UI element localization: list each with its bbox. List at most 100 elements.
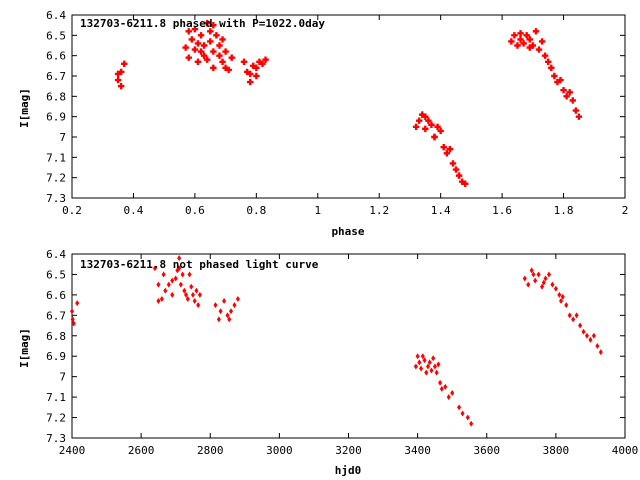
x-tick-label: 1.2 [369, 204, 389, 217]
y-tick-label: 6.4 [46, 248, 66, 261]
data-point [569, 97, 576, 104]
data-point [222, 48, 229, 55]
data-point [438, 379, 443, 386]
x-tick-label: 2400 [59, 444, 86, 457]
data-point [458, 178, 466, 185]
x-tick-label: 2600 [128, 444, 155, 457]
data-point [523, 32, 530, 39]
data-point [197, 291, 202, 298]
data-point [184, 291, 189, 298]
data-point [188, 36, 196, 43]
data-point [557, 291, 562, 298]
x-tick-label: 0.8 [246, 204, 266, 217]
y-tick-label: 7.1 [46, 391, 66, 404]
data-point [185, 54, 192, 61]
x-tick-label: 0.2 [62, 204, 82, 217]
data-point [533, 277, 538, 284]
data-point [526, 36, 533, 43]
data-point [228, 54, 235, 61]
data-point [121, 60, 128, 67]
data-point [588, 336, 593, 343]
data-point [446, 146, 454, 153]
data-point [161, 271, 166, 278]
data-point [246, 78, 254, 86]
data-point [529, 42, 537, 49]
chart-title: 132703-6211.8 not phased light curve [80, 258, 319, 271]
x-tick-label: 3200 [335, 444, 362, 457]
data-point [185, 28, 192, 35]
data-point [216, 316, 221, 323]
data-point [581, 328, 586, 335]
data-point [419, 111, 426, 118]
tick-labels: 0.2 0.4 0.6 0.8 1 1.2 1.4 1.6 1.8 2 6.4 6.5 6.6 6.7 6.… [46, 9, 628, 217]
data-point [526, 44, 533, 51]
data-point [520, 40, 527, 47]
data-point [564, 302, 569, 309]
data-point [460, 410, 465, 417]
data-point [514, 42, 521, 49]
y-tick-label: 7.3 [46, 192, 66, 205]
data-point [262, 56, 269, 63]
y-tick-label: 6.8 [46, 90, 66, 103]
data-point [159, 295, 164, 302]
y-tick-label: 6.5 [46, 268, 66, 281]
data-point [200, 52, 208, 59]
data-point [584, 332, 589, 339]
data-point [180, 271, 185, 278]
data-point [434, 123, 441, 131]
data-point [235, 295, 240, 302]
x-tick-label: 1 [314, 204, 321, 217]
data-point [440, 143, 447, 151]
data-point [575, 113, 583, 120]
data-point [559, 298, 564, 305]
tick-marks [71, 14, 626, 199]
data-point [117, 82, 125, 90]
x-tick-label: 1.4 [431, 204, 451, 217]
data-point [455, 172, 463, 179]
y-tick-label: 6.6 [46, 50, 66, 63]
data-point [156, 281, 161, 288]
data-point [210, 21, 217, 29]
data-point [187, 271, 192, 278]
data-point [225, 66, 232, 74]
data-point [182, 44, 189, 51]
plot-frame [71, 14, 626, 199]
data-point [182, 287, 187, 294]
data-point [536, 271, 541, 278]
data-point [222, 64, 229, 72]
data-point [431, 355, 436, 362]
data-point [219, 36, 226, 43]
data-point [412, 123, 420, 131]
x-axis-label: phase [331, 225, 364, 238]
data-point [544, 58, 552, 65]
x-tick-label: 1.6 [492, 204, 512, 217]
data-point [177, 255, 182, 262]
y-tick-label: 6.5 [46, 29, 66, 42]
data-point [189, 283, 194, 290]
x-tick-label: 1.8 [554, 204, 574, 217]
data-point [170, 277, 175, 284]
data-point [170, 291, 175, 298]
data-point [469, 420, 474, 427]
data-point [259, 60, 266, 67]
data-point [228, 308, 233, 315]
data-point [191, 26, 199, 33]
data-point [219, 58, 226, 65]
data-point [439, 385, 444, 392]
y-axis-label: I[mag] [18, 328, 31, 368]
data-point [526, 281, 531, 288]
y-tick-label: 6.6 [46, 289, 66, 302]
data-point [431, 133, 438, 141]
data-point [216, 42, 223, 49]
data-point [465, 414, 470, 421]
data-point [246, 70, 254, 78]
data-point [227, 316, 232, 323]
data-point [541, 279, 546, 286]
data-point [250, 62, 257, 70]
data-point [553, 285, 558, 292]
y-axis-label: I[mag] [18, 88, 31, 128]
data-point [457, 404, 462, 411]
phased-light-curve-panel: 0.2 0.4 0.6 0.8 1 1.2 1.4 1.6 1.8 2 6.4 6.5 6.6 6.7 6.… [18, 9, 628, 238]
data-point [432, 363, 437, 370]
data-point [419, 365, 424, 372]
